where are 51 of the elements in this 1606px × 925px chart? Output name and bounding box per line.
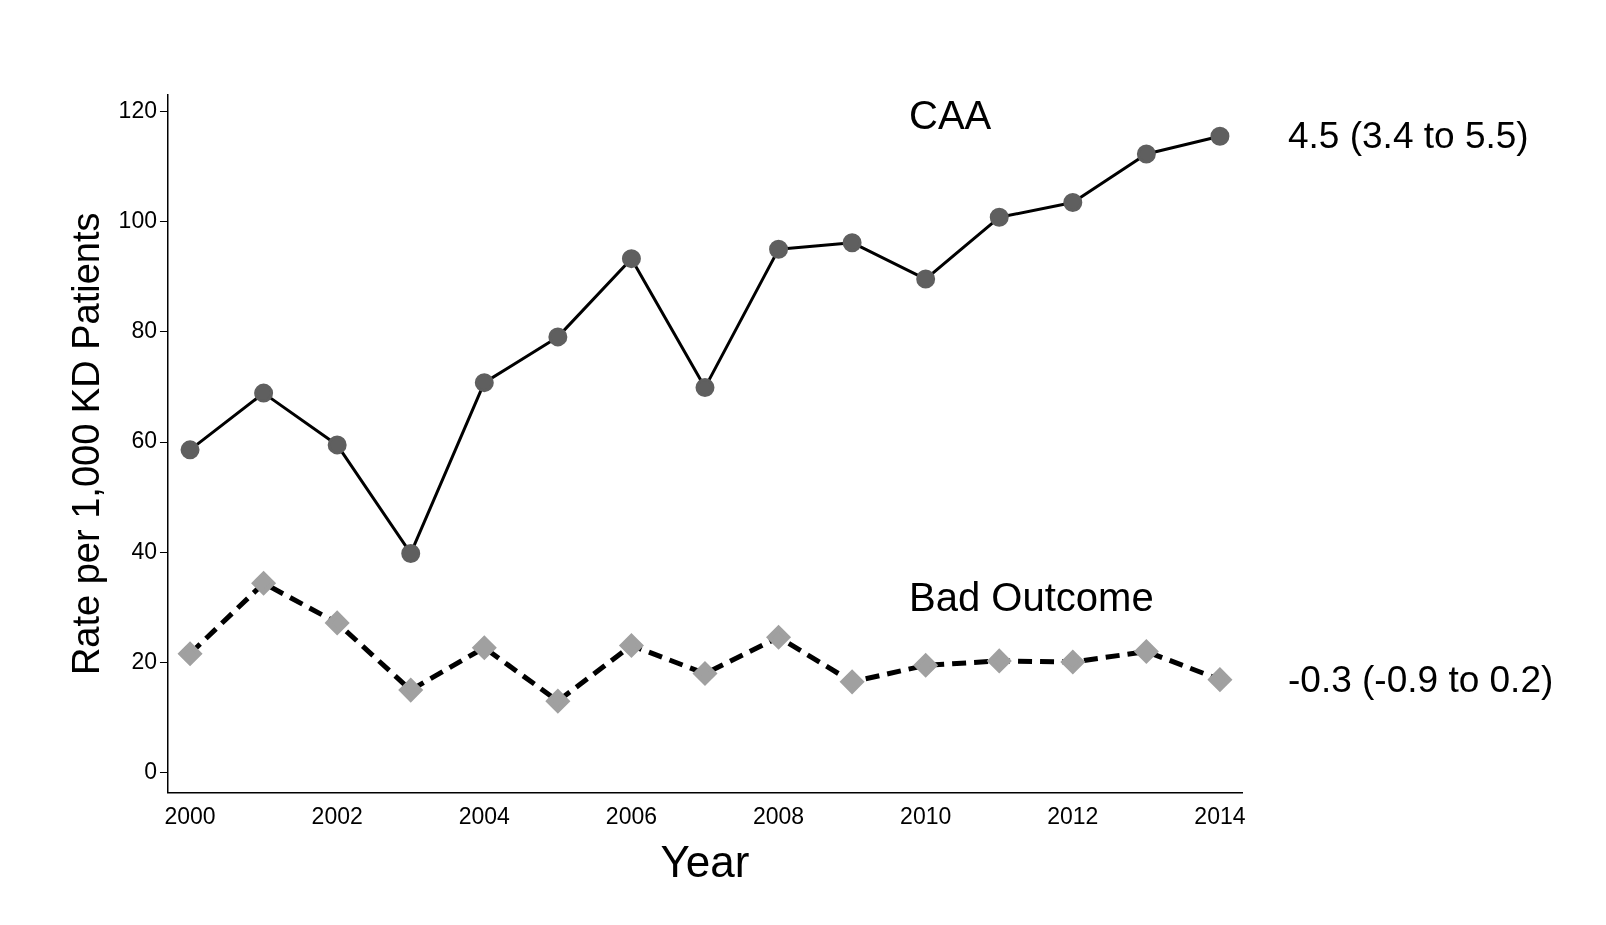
point: [327, 435, 347, 455]
y-tick-label: 0: [144, 758, 157, 785]
x-tick-label: 2010: [900, 802, 952, 829]
point: [1134, 640, 1158, 664]
series-label: CAA: [909, 93, 992, 138]
point: [619, 633, 643, 657]
x-tick-label: 2014: [1194, 802, 1246, 829]
point: [474, 373, 494, 393]
y-tick-label: 60: [131, 427, 157, 454]
y-tick-label: 100: [118, 207, 157, 234]
point: [1208, 668, 1232, 692]
point: [989, 207, 1009, 227]
point: [1063, 192, 1083, 212]
y-tick-label: 80: [131, 317, 157, 344]
point: [840, 670, 864, 694]
point: [914, 653, 938, 677]
point: [178, 642, 202, 666]
x-tick-label: 2006: [605, 802, 658, 829]
point: [254, 383, 274, 403]
point: [546, 689, 570, 713]
y-tick-label: 40: [131, 537, 157, 564]
point: [767, 625, 791, 649]
point: [987, 649, 1011, 673]
point: [548, 327, 568, 347]
point: [842, 233, 862, 253]
point: [621, 249, 641, 269]
point: [180, 440, 200, 460]
text: 4.5 (3.4 to 5.5): [1288, 115, 1529, 158]
point: [1061, 650, 1085, 674]
point: [695, 378, 715, 398]
x-tick-label: 2012: [1047, 802, 1099, 829]
y-tick-label: 20: [131, 647, 157, 674]
x-tick-label: 2000: [164, 802, 216, 829]
text: -0.3 (-0.9 to 0.2): [1288, 658, 1554, 701]
y-tick-label: 120: [118, 96, 157, 123]
point: [252, 571, 276, 595]
point: [693, 662, 717, 686]
x-axis-title: Year: [660, 836, 750, 886]
point: [472, 636, 496, 660]
series-label: Bad Outcome: [909, 574, 1154, 619]
x-tick-label: 2008: [752, 802, 805, 829]
point: [1136, 144, 1156, 164]
x-tick-label: 2002: [311, 802, 363, 829]
y-axis-title: Rate per 1,000 KD Patients: [65, 212, 108, 676]
x-tick-label: 2004: [458, 802, 511, 829]
point: [401, 543, 421, 563]
point: [399, 678, 423, 702]
point: [325, 611, 349, 635]
point: [769, 239, 789, 259]
point: [1210, 126, 1230, 146]
point: [916, 269, 936, 289]
